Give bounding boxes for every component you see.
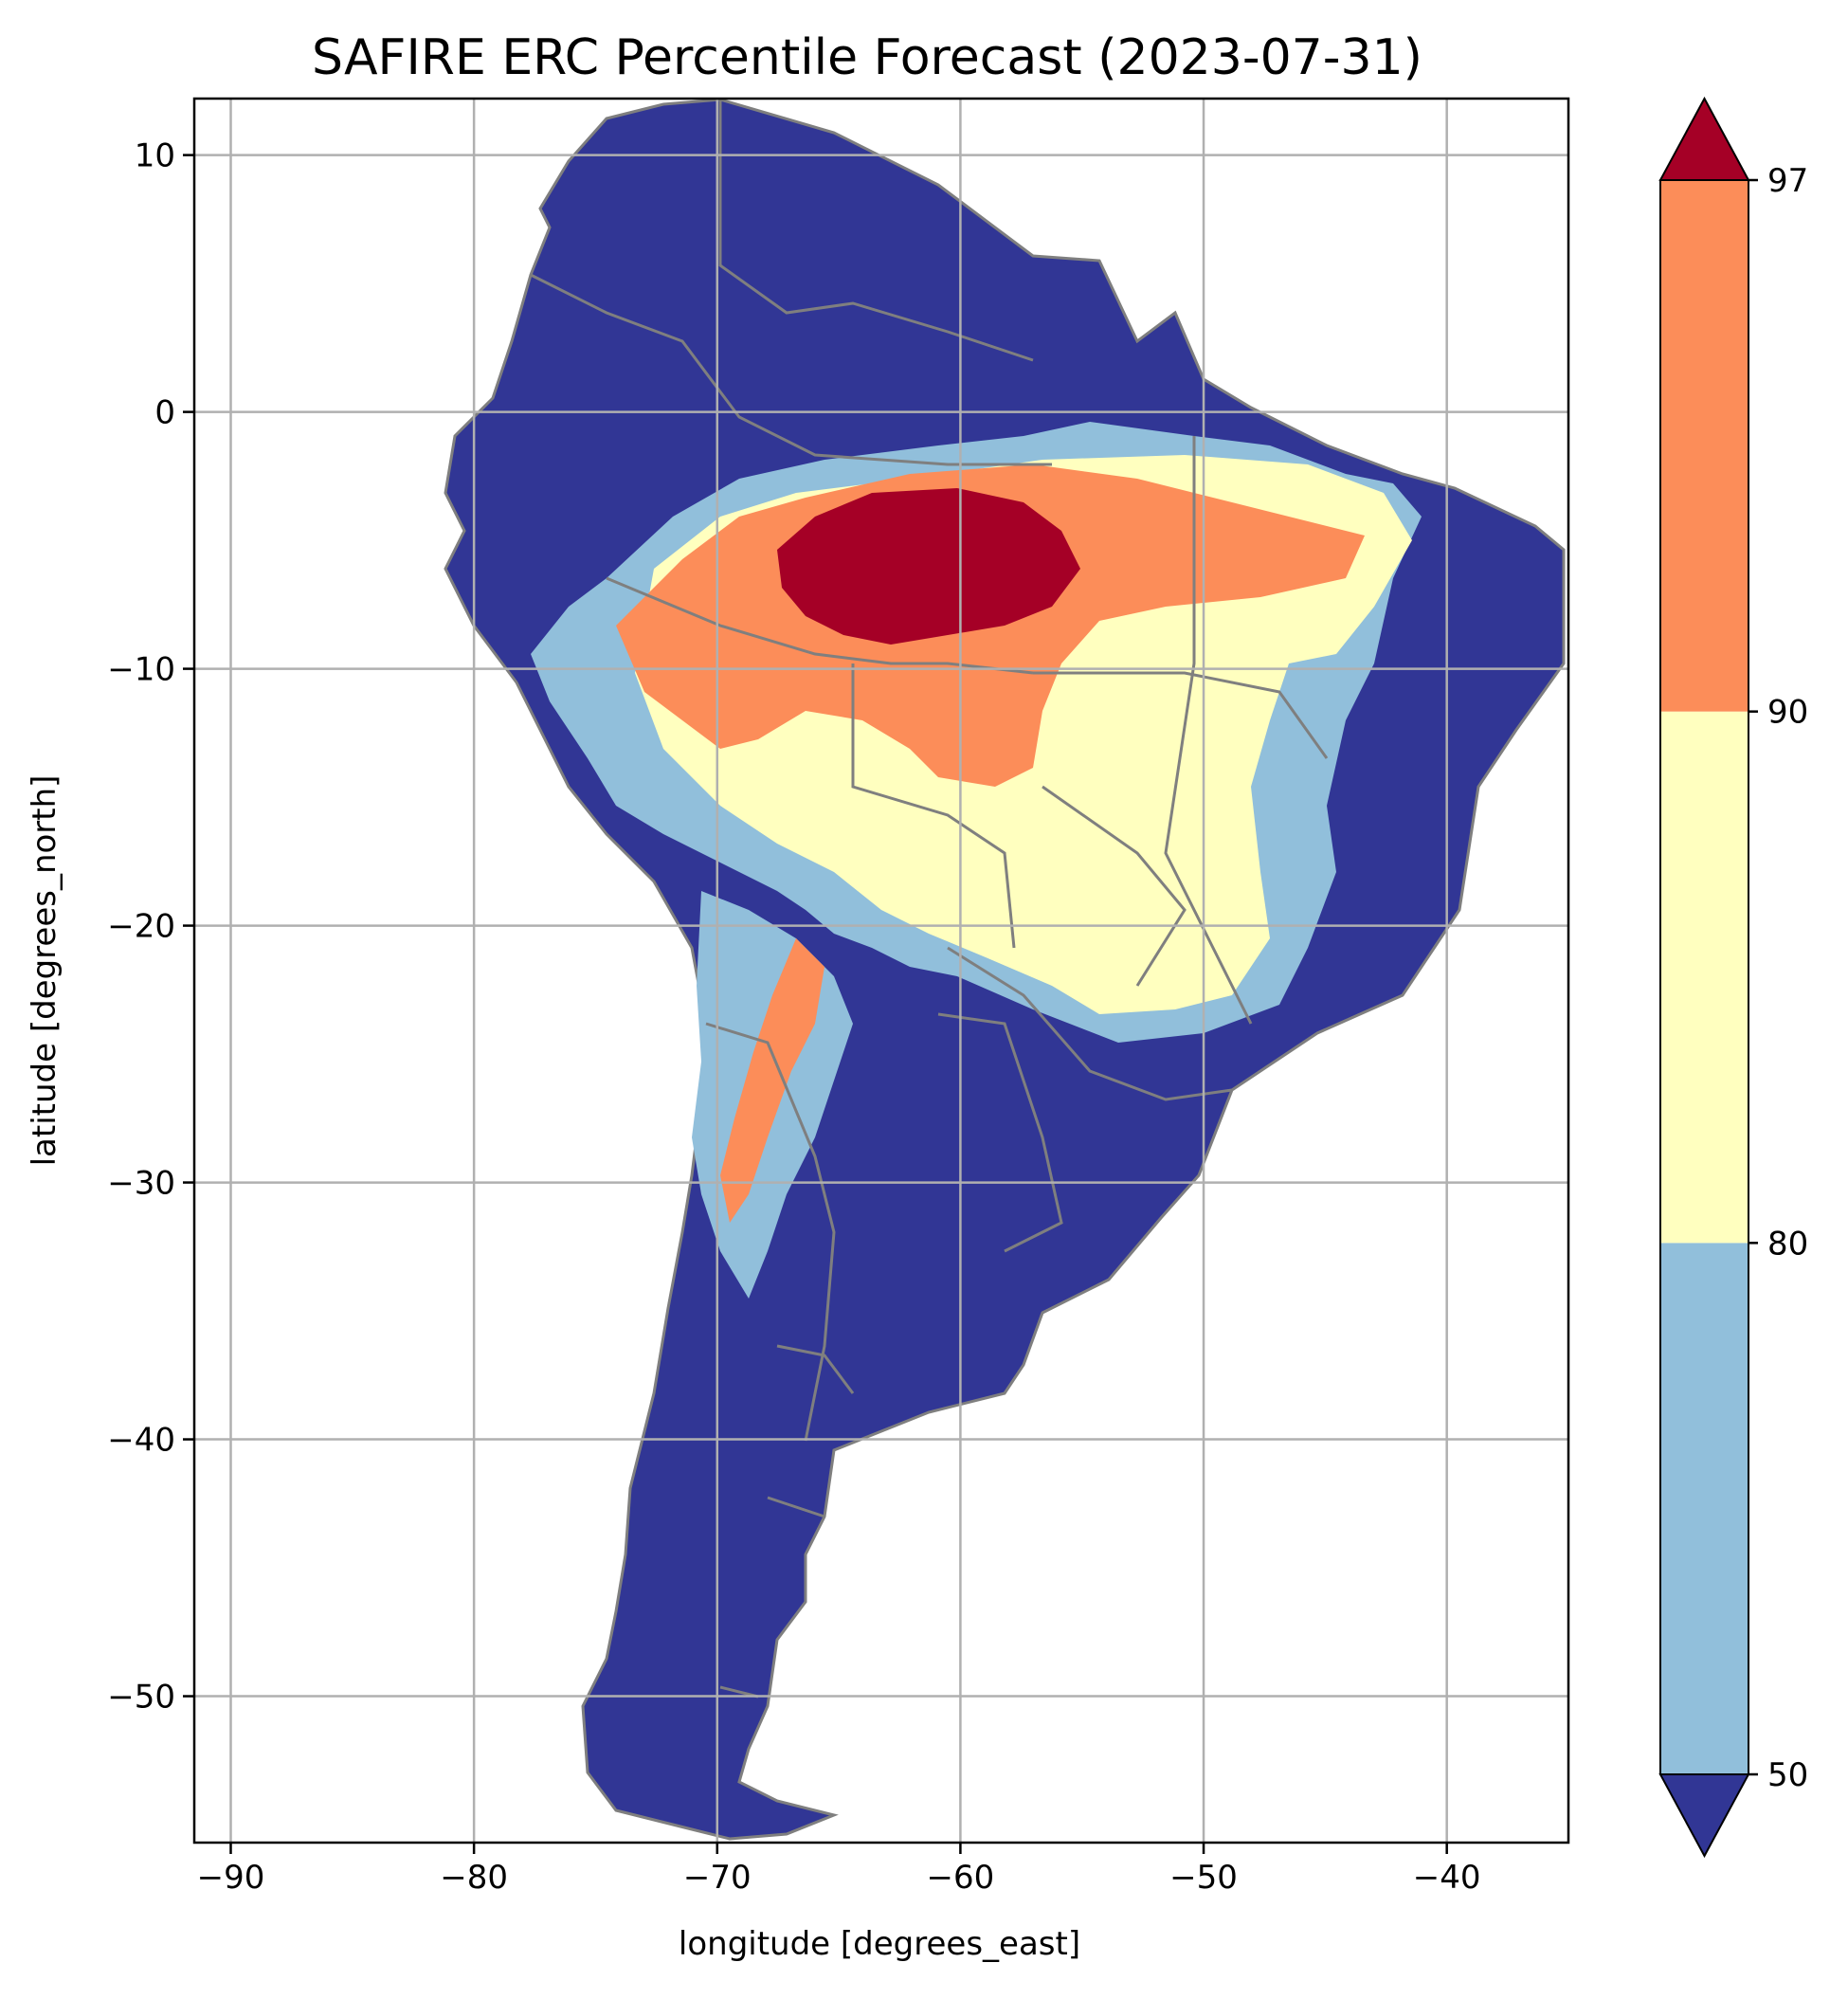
colorbar-segment xyxy=(1660,180,1748,712)
y-tick-label: −30 xyxy=(107,1165,175,1203)
colorbar-segment xyxy=(1660,1243,1748,1774)
x-tick-label: −90 xyxy=(197,1859,265,1897)
colorbar-extend-high xyxy=(1658,96,1750,181)
colorbar-extend-low xyxy=(1658,1773,1750,1859)
map-title: SAFIRE ERC Percentile Forecast (2023-07-… xyxy=(312,29,1422,86)
y-tick-label: −50 xyxy=(107,1679,175,1717)
x-tick-label: −80 xyxy=(440,1859,508,1897)
x-axis: −90 −80 −70 −60 −50 −40 xyxy=(197,1843,1481,1897)
x-axis-label: longitude [degrees_east] xyxy=(679,1925,1080,1963)
y-tick-label: 0 xyxy=(154,394,175,432)
region-above-97 xyxy=(777,488,1080,645)
x-tick-label: −50 xyxy=(1169,1859,1238,1897)
y-axis: 10 0 −10 −20 −30 −40 −50 xyxy=(107,137,194,1717)
x-tick-label: −40 xyxy=(1413,1859,1481,1897)
y-axis-label: latitude [degrees_north] xyxy=(26,775,63,1167)
country-borders xyxy=(530,100,1329,1699)
colorbar-segment xyxy=(1660,711,1748,1244)
colorbar-tick-label: 80 xyxy=(1767,1225,1808,1263)
map-area xyxy=(194,99,1568,1843)
x-tick-label: −70 xyxy=(683,1859,752,1897)
colorbar-frame xyxy=(1659,179,1749,1775)
colorbar-tick-label: 97 xyxy=(1767,162,1808,200)
colorbar: 50 80 90 97 xyxy=(1658,96,1808,1859)
map-grid xyxy=(194,99,1568,1843)
y-tick-label: 10 xyxy=(135,137,175,175)
x-tick-label: −60 xyxy=(927,1859,995,1897)
y-tick-label: −20 xyxy=(107,908,175,946)
map-axes-frame xyxy=(192,97,1570,1845)
colorbar-tick-label: 50 xyxy=(1767,1756,1808,1794)
y-tick-label: −40 xyxy=(107,1422,175,1460)
colorbar-tick-label: 90 xyxy=(1767,694,1808,732)
region-90-97-andes xyxy=(720,938,824,1223)
y-tick-label: −10 xyxy=(107,651,175,689)
